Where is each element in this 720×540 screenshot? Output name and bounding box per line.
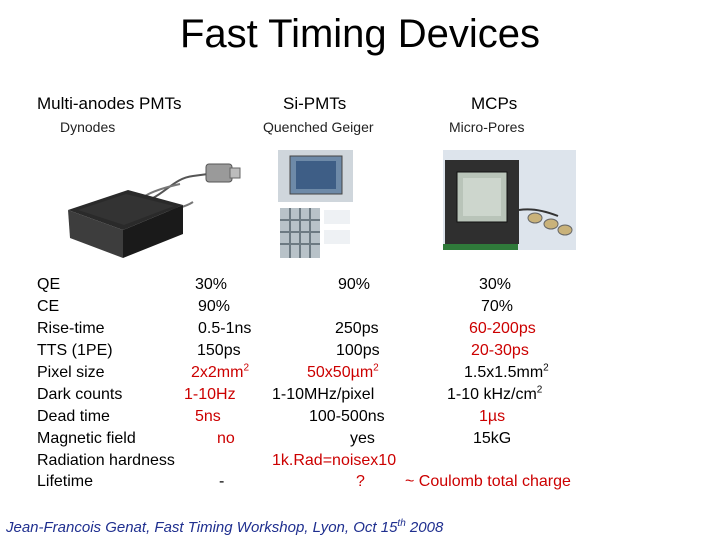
cell-mag-sipm: yes	[350, 430, 375, 447]
cell-ce-pmt: 90%	[198, 298, 231, 315]
column-header-multianode-pmts: Multi-anodes PMTs	[37, 94, 182, 113]
column-sub-quenched-geiger: Quenched Geiger	[263, 119, 374, 135]
row-label-qe: QE	[37, 276, 61, 293]
column-header-si-pmts: Si-PMTs	[283, 94, 347, 113]
mcp-photo	[443, 150, 576, 250]
cell-life-pmt: -	[219, 473, 225, 490]
cell-rise-mcp: 60-200ps	[469, 320, 536, 337]
row-label-magnetic-field: Magnetic field	[37, 430, 136, 447]
slide-title: Fast Timing Devices	[179, 12, 541, 56]
cell-tts-pmt: 150ps	[197, 342, 241, 359]
cell-pixel-mcp: 1.5x1.5mm2	[464, 362, 549, 381]
row-label-rise-time: Rise-time	[37, 320, 105, 337]
multianode-pmt-photo	[68, 163, 241, 258]
cell-rad-sipm: 1k.Rad=noisex10	[272, 452, 397, 469]
row-label-dead-time: Dead time	[37, 408, 110, 425]
cell-tts-sipm: 100ps	[336, 342, 380, 359]
cell-rise-pmt: 0.5-1ns	[198, 320, 252, 337]
cell-dark-pmt: 1-10Hz	[184, 386, 236, 403]
row-label-pixel-size: Pixel size	[37, 364, 105, 381]
row-label-radiation-hardness: Radiation hardness	[37, 452, 175, 469]
column-sub-micro-pores: Micro-Pores	[449, 119, 525, 135]
column-sub-dynodes: Dynodes	[60, 119, 116, 135]
row-label-ce: CE	[37, 298, 60, 315]
cell-pixel-sipm: 50x50µm2	[307, 362, 379, 381]
cell-rise-sipm: 250ps	[335, 320, 379, 337]
cell-ce-mcp: 70%	[481, 298, 514, 315]
cell-dead-pmt: 5ns	[195, 408, 221, 425]
cell-dead-sipm: 100-500ns	[309, 408, 385, 425]
cell-qe-sipm: 90%	[338, 276, 371, 293]
cell-mag-mcp: 15kG	[473, 430, 512, 447]
cell-dark-mcp: 1-10 kHz/cm2	[447, 384, 543, 403]
cell-life-mcp: ~ Coulomb total charge	[405, 473, 571, 490]
row-label-dark-counts: Dark counts	[37, 386, 123, 403]
cell-qe-mcp: 30%	[479, 276, 512, 293]
si-pmt-photo	[278, 150, 353, 260]
cell-pixel-pmt: 2x2mm2	[191, 362, 250, 381]
row-label-tts: TTS (1PE)	[37, 342, 113, 359]
cell-qe-pmt: 30%	[195, 276, 228, 293]
cell-dark-sipm: 1-10MHz/pixel	[272, 386, 375, 403]
footer-credit: Jean-Francois Genat, Fast Timing Worksho…	[6, 518, 444, 537]
cell-dead-mcp: 1µs	[479, 408, 506, 425]
column-header-mcps: MCPs	[471, 94, 518, 113]
cell-life-sipm: ?	[356, 473, 365, 490]
cell-tts-mcp: 20-30ps	[471, 342, 529, 359]
row-label-lifetime: Lifetime	[37, 473, 94, 490]
cell-mag-pmt: no	[217, 430, 235, 447]
